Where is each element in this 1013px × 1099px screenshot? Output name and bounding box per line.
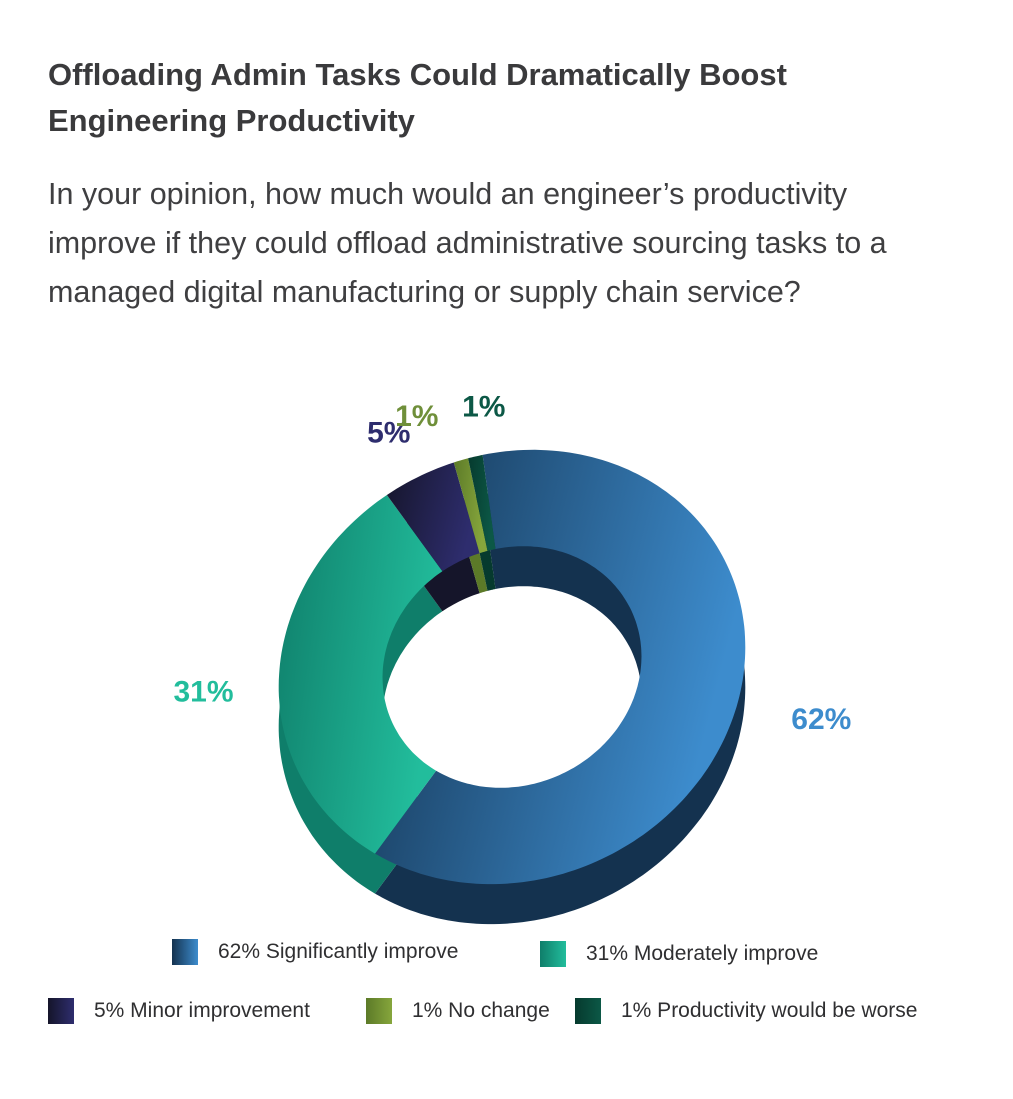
legend-label: 1% No change: [412, 999, 550, 1022]
data-label-moderately-improve: 31%: [173, 676, 233, 709]
legend-label: 62% Significantly improve: [218, 940, 459, 963]
legend-item-no-change: 1% No change: [366, 998, 550, 1024]
legend-label: 1% Productivity would be worse: [621, 999, 918, 1022]
legend-swatch: [48, 998, 74, 1024]
data-label-productivity-would-be-worse: 1%: [462, 391, 505, 424]
slice-significantly-improve: [375, 449, 746, 885]
legend-swatch: [172, 939, 198, 965]
legend-item-minor-improvement: 5% Minor improvement: [48, 998, 310, 1024]
legend-item-moderately-improve: 31% Moderately improve: [540, 941, 818, 967]
legend-item-significantly-improve: 62% Significantly improve: [172, 939, 458, 965]
legend-swatch: [366, 998, 392, 1024]
survey-question: In your opinion, how much would an engin…: [48, 177, 887, 309]
data-label-no-change: 1%: [395, 400, 438, 433]
legend-label: 5% Minor improvement: [94, 999, 310, 1022]
slice-minor-improvement: [386, 462, 480, 572]
legend-swatch: [575, 998, 601, 1024]
slice-moderately-improve: [278, 495, 443, 854]
data-label-minor-improvement: 5%: [367, 416, 410, 449]
legend-item-productivity-would-be-worse: 1% Productivity would be worse: [575, 998, 917, 1024]
chart-title: Offloading Admin Tasks Could Dramaticall…: [48, 57, 787, 138]
slice-no-change: [453, 458, 488, 554]
legend-label: 31% Moderately improve: [586, 942, 819, 965]
legend-swatch: [540, 941, 566, 967]
slice-productivity-would-be-worse: [468, 454, 496, 551]
data-label-significantly-improve: 62%: [791, 703, 851, 736]
